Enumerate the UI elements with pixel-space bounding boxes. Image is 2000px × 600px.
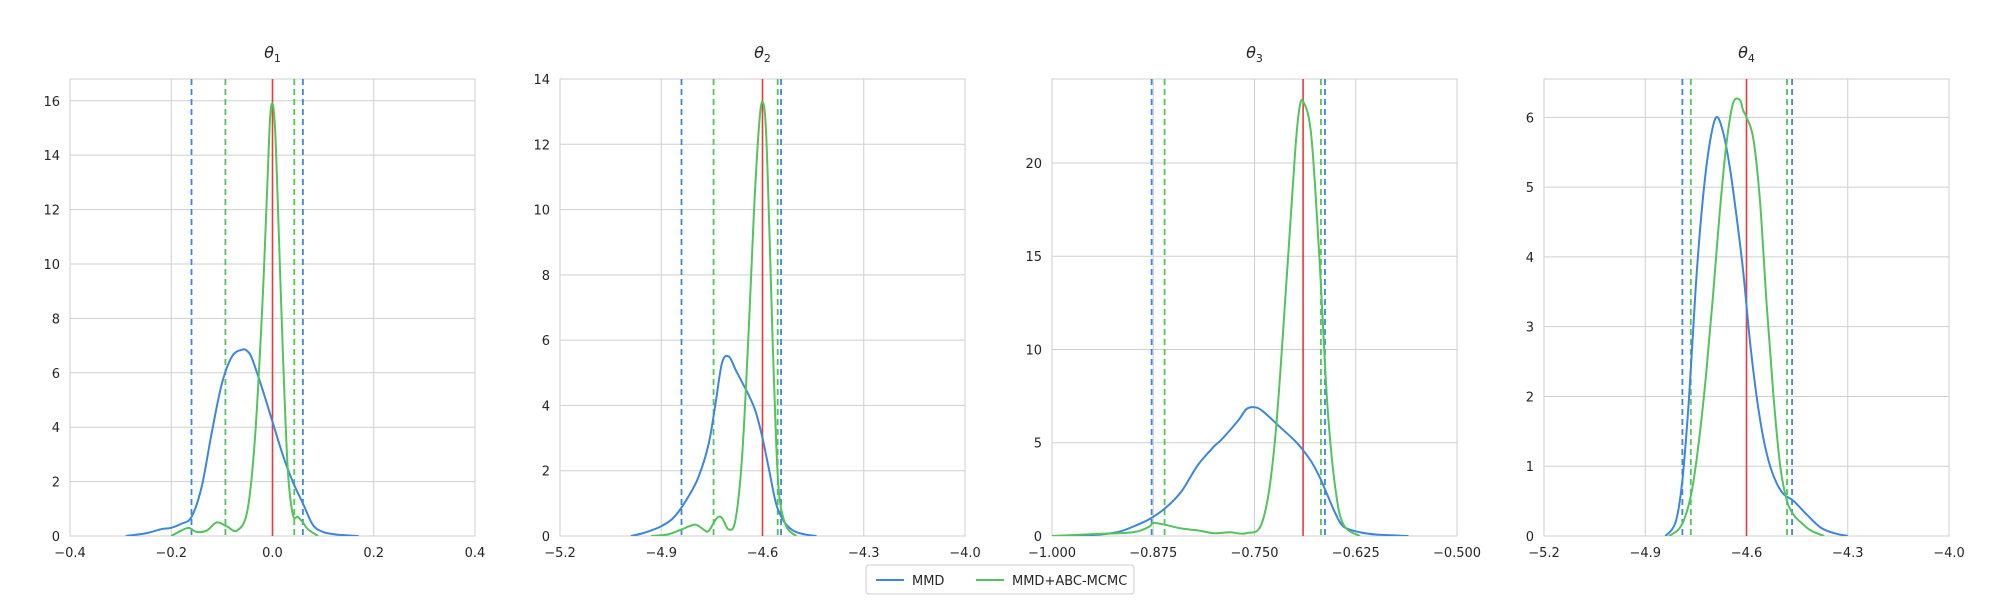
- y-tick-label: 4: [542, 399, 550, 414]
- plot-area: [1052, 79, 1409, 536]
- panel-3: −1.000 −0.875 −0.750 −0.625 −0.500 0 5 10 15 20 θ3: [1025, 43, 1481, 561]
- x-tick-label: −1.000: [1028, 546, 1076, 561]
- y-tick-label: 6: [542, 334, 550, 349]
- panel-title-subscript: 1: [274, 52, 281, 65]
- plot-area: [125, 79, 359, 536]
- series-line-abc: [651, 100, 797, 536]
- y-tick-label: 6: [1526, 111, 1534, 126]
- panel-title: θ3: [1246, 43, 1263, 65]
- y-tick-label: 15: [1025, 250, 1042, 265]
- y-tick-label: 2: [1526, 390, 1534, 405]
- legend-label-abc: MMD+ABC-MCMC: [1012, 574, 1127, 589]
- x-tick-label: 0.4: [465, 546, 486, 561]
- x-tick-label: −0.500: [1433, 546, 1481, 561]
- x-tick-label: 0.0: [262, 546, 283, 561]
- x-tick-label: −4.3: [848, 546, 880, 561]
- panel-title-base: θ: [264, 43, 274, 62]
- panel-title-base: θ: [1738, 43, 1748, 62]
- y-tick-label: 20: [1025, 157, 1042, 172]
- y-tick-label: 14: [533, 73, 550, 88]
- panel-1: −0.4 −0.2 0.0 0.2 0.4 0 2 4 6 8 10 12 14 16 θ1: [43, 43, 485, 561]
- y-tick-label: 4: [1526, 251, 1534, 266]
- y-tick-label: 10: [1025, 343, 1042, 358]
- legend-label-mmd: MMD: [912, 574, 944, 589]
- series-line-abc: [1052, 98, 1361, 536]
- y-tick-label: 2: [52, 476, 60, 491]
- panel-title-base: θ: [754, 43, 764, 62]
- y-tick-label: 5: [1526, 181, 1534, 196]
- y-tick-label: 0: [52, 530, 60, 545]
- y-tick-label: 8: [52, 312, 60, 327]
- y-tick-label: 5: [1034, 437, 1042, 452]
- y-tick-label: 10: [43, 258, 60, 273]
- panel-title: θ2: [754, 43, 771, 65]
- y-tick-label: 0: [1526, 530, 1534, 545]
- y-tick-label: 16: [43, 95, 60, 110]
- series-line-mmd: [1664, 115, 1848, 536]
- panel-title-subscript: 4: [1748, 52, 1755, 65]
- x-tick-label: −0.875: [1129, 546, 1177, 561]
- x-tick-label: 0.2: [363, 546, 384, 561]
- x-tick-label: −0.4: [54, 546, 86, 561]
- x-tick-label: −4.9: [645, 546, 677, 561]
- panel-title-subscript: 2: [764, 52, 771, 65]
- panel-title: θ1: [264, 43, 281, 65]
- x-tick-label: −0.2: [155, 546, 187, 561]
- x-tick-label: −4.0: [949, 546, 981, 561]
- x-tick-label: −0.750: [1230, 546, 1278, 561]
- x-tick-label: −4.3: [1832, 546, 1864, 561]
- panel-title-base: θ: [1246, 43, 1256, 62]
- x-tick-label: −4.9: [1629, 546, 1661, 561]
- plot-area: [1664, 79, 1848, 536]
- x-tick-label: −0.625: [1332, 546, 1380, 561]
- y-tick-label: 12: [533, 138, 550, 153]
- plot-frame: [1051, 78, 1458, 537]
- legend: MMD MMD+ABC-MCMC: [865, 564, 1135, 595]
- y-tick-label: 8: [542, 269, 550, 284]
- y-tick-label: 6: [52, 367, 60, 382]
- y-tick-label: 1: [1526, 460, 1534, 475]
- x-tick-label: −5.2: [1528, 546, 1560, 561]
- series-line-mmd: [630, 354, 817, 536]
- y-tick-label: 2: [542, 465, 550, 480]
- series-line-mmd: [125, 348, 359, 536]
- panel-title-subscript: 3: [1256, 52, 1263, 65]
- panel-title: θ4: [1738, 43, 1755, 65]
- x-tick-label: −5.2: [544, 546, 576, 561]
- y-tick-label: 4: [52, 421, 60, 436]
- y-tick-label: 0: [1034, 530, 1042, 545]
- x-tick-label: −4.0: [1933, 546, 1965, 561]
- y-tick-label: 3: [1526, 321, 1534, 336]
- series-line-abc: [170, 102, 319, 536]
- y-tick-label: 10: [533, 204, 550, 219]
- y-tick-label: 14: [43, 149, 60, 164]
- series-line-abc: [1668, 97, 1825, 536]
- y-tick-label: 0: [542, 530, 550, 545]
- x-tick-label: −4.6: [1731, 546, 1763, 561]
- x-tick-label: −4.6: [747, 546, 779, 561]
- y-tick-label: 12: [43, 204, 60, 219]
- series-line-mmd: [1052, 406, 1409, 536]
- plot-area: [630, 79, 817, 536]
